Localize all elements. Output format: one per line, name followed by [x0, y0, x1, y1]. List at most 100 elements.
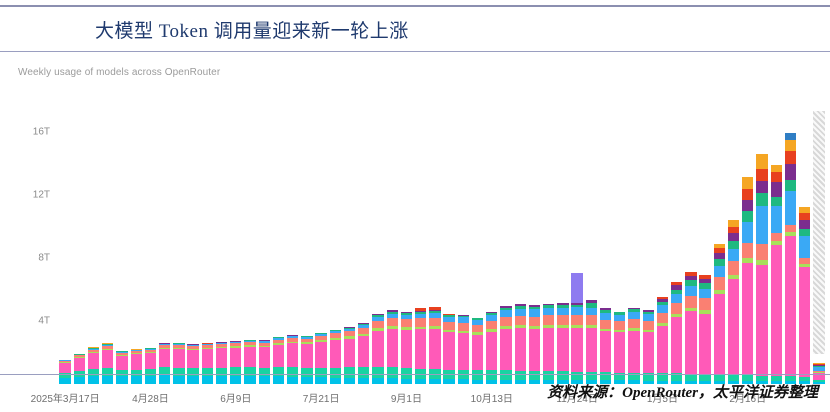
- bar-column[interactable]: [798, 100, 811, 384]
- bar-column[interactable]: [372, 100, 384, 384]
- bar-segment: [656, 302, 669, 306]
- bar-forecast[interactable]: [813, 100, 825, 384]
- bar-segment: [429, 329, 441, 369]
- bar-segment: [770, 240, 782, 245]
- bar-segment: [329, 367, 342, 378]
- bar-column[interactable]: [727, 100, 740, 384]
- bar-column[interactable]: [102, 100, 114, 384]
- bar-segment: [514, 304, 526, 306]
- bar-column[interactable]: [642, 100, 654, 384]
- bar-column[interactable]: [486, 100, 498, 384]
- bar-segment: [670, 289, 683, 294]
- bar-segment: [656, 373, 669, 381]
- bar-segment: [599, 372, 612, 381]
- bar-column[interactable]: [457, 100, 470, 384]
- bar-segment: [500, 379, 512, 384]
- bar-segment: [102, 346, 114, 349]
- bar-column[interactable]: [756, 100, 768, 384]
- bar-segment: [301, 343, 313, 368]
- bar-column[interactable]: [599, 100, 612, 384]
- bar-segment: [87, 353, 100, 370]
- bar-segment: [685, 285, 697, 296]
- bar-column[interactable]: [770, 100, 782, 384]
- bar-column[interactable]: [571, 100, 583, 384]
- bar-segment: [756, 206, 768, 245]
- bar-column[interactable]: [158, 100, 171, 384]
- bar-segment: [215, 367, 228, 377]
- bar-segment: [102, 375, 114, 384]
- bar-column[interactable]: [628, 100, 640, 384]
- bar-column[interactable]: [528, 100, 541, 384]
- bar-column[interactable]: [443, 100, 455, 384]
- bar-segment: [258, 341, 270, 343]
- bar-segment: [528, 371, 541, 380]
- bar-segment: [130, 376, 142, 384]
- bar-segment: [59, 362, 71, 373]
- bar-column[interactable]: [500, 100, 512, 384]
- bar-segment: [329, 330, 342, 334]
- bar-column[interactable]: [343, 100, 356, 384]
- bar-segment: [642, 314, 654, 322]
- bar-column[interactable]: [742, 100, 754, 384]
- bar-segment: [798, 381, 811, 384]
- bar-column[interactable]: [585, 100, 598, 384]
- chart-subtitle: Weekly usage of models across OpenRouter: [18, 67, 221, 78]
- bar-column[interactable]: [187, 100, 199, 384]
- bar-segment: [557, 314, 569, 325]
- bar-column[interactable]: [713, 100, 726, 384]
- bar-segment: [642, 373, 654, 381]
- bar-column[interactable]: [315, 100, 327, 384]
- bar-column[interactable]: [173, 100, 185, 384]
- bar-segment: [727, 380, 740, 384]
- bar-column[interactable]: [59, 100, 71, 384]
- bar-column[interactable]: [244, 100, 256, 384]
- bar-column[interactable]: [144, 100, 157, 384]
- bar-segment: [244, 342, 256, 346]
- bar-segment: [486, 329, 498, 332]
- bar-column[interactable]: [685, 100, 697, 384]
- bar-column[interactable]: [386, 100, 398, 384]
- bar-column[interactable]: [542, 100, 555, 384]
- bar-segment: [358, 378, 370, 384]
- bar-column[interactable]: [557, 100, 569, 384]
- bar-column[interactable]: [116, 100, 128, 384]
- bar-segment: [173, 343, 185, 345]
- bar-column[interactable]: [699, 100, 711, 384]
- bar-column[interactable]: [258, 100, 270, 384]
- bar-column[interactable]: [130, 100, 142, 384]
- bar-column[interactable]: [87, 100, 100, 384]
- bar-segment: [486, 312, 498, 313]
- bar-segment: [244, 340, 256, 341]
- bar-column[interactable]: [329, 100, 342, 384]
- bar-segment: [443, 313, 455, 315]
- bar-segment: [784, 191, 797, 226]
- bar-column[interactable]: [201, 100, 214, 384]
- bar-column[interactable]: [414, 100, 427, 384]
- bar-segment: [742, 243, 754, 259]
- bar-column[interactable]: [358, 100, 370, 384]
- bar-column[interactable]: [429, 100, 441, 384]
- bar-column[interactable]: [656, 100, 669, 384]
- bar-column[interactable]: [784, 100, 797, 384]
- bar-segment: [443, 314, 455, 316]
- bar-segment: [727, 374, 740, 381]
- bar-segment: [87, 376, 100, 384]
- bar-segment: [372, 366, 384, 379]
- bar-column[interactable]: [73, 100, 86, 384]
- bar-column[interactable]: [670, 100, 683, 384]
- bar-column[interactable]: [286, 100, 299, 384]
- bar-column[interactable]: [272, 100, 285, 384]
- bar-column[interactable]: [301, 100, 313, 384]
- bar-column[interactable]: [215, 100, 228, 384]
- bar-segment: [173, 348, 185, 368]
- bar-column[interactable]: [614, 100, 626, 384]
- bar-segment: [813, 382, 825, 384]
- bar-column[interactable]: [514, 100, 526, 384]
- bar-column[interactable]: [230, 100, 242, 384]
- bar-column[interactable]: [400, 100, 413, 384]
- bar-column[interactable]: [471, 100, 484, 384]
- bar-segment: [656, 380, 669, 384]
- bar-segment: [400, 329, 413, 368]
- bar-segment: [102, 368, 114, 376]
- bar-segment: [400, 319, 413, 327]
